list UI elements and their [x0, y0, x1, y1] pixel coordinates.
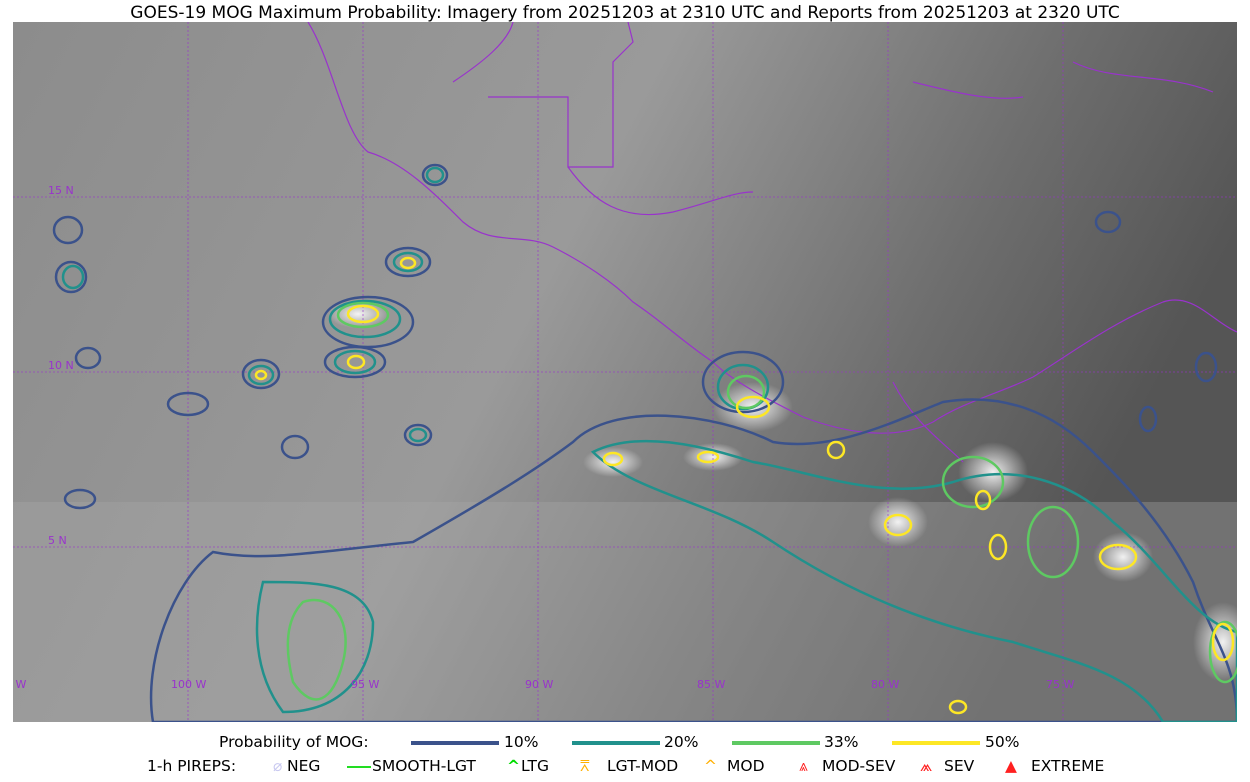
contours-20pct — [61, 166, 1237, 722]
satellite-map: 15 N 10 N 5 N 105 W 100 W 95 W 90 W 85 W… — [13, 22, 1237, 722]
chart-title: GOES-19 MOG Maximum Probability: Imagery… — [130, 3, 1120, 23]
lon-label: 105 W — [13, 678, 26, 691]
neg-circle-icon: ⌀ — [273, 757, 283, 775]
legend-line-20 — [572, 741, 660, 745]
graticule — [13, 22, 1237, 722]
contours-33pct — [286, 301, 1237, 701]
pirep-label-sev: SEV — [944, 757, 975, 775]
pirep-label-neg: NEG — [287, 757, 321, 775]
legend-line-33 — [732, 741, 820, 745]
legend-line-50 — [892, 741, 980, 745]
dash-icon — [347, 766, 371, 768]
pirep-label-lgt-mod: LGT-MOD — [607, 757, 679, 775]
latitude-labels: 15 N 10 N 5 N — [48, 184, 74, 547]
prob-legend-title: Probability of MOG: — [219, 733, 369, 751]
contours-50pct — [254, 256, 1235, 715]
lon-label: 80 W — [871, 678, 899, 691]
pirep-label-smooth-lgt: SMOOTH-LGT — [372, 757, 476, 775]
caret-icon: ^ — [704, 757, 717, 775]
legend-label-20: 20% — [664, 733, 699, 751]
legend-line-10 — [411, 741, 499, 745]
contours-10pct — [52, 163, 1237, 722]
lon-label: 95 W — [351, 678, 379, 691]
longitude-labels: 105 W 100 W 95 W 90 W 85 W 80 W 75 W — [13, 678, 1074, 691]
double-caret-bar-icon: ⩓ — [799, 757, 808, 775]
southern-haze — [13, 502, 1237, 722]
filled-triangle-icon: ▲ — [1005, 757, 1017, 775]
lon-label: 90 W — [525, 678, 553, 691]
legend-label-50: 50% — [985, 733, 1020, 751]
pirep-label-mod: MOD — [727, 757, 765, 775]
pirep-label-extreme: EXTREME — [1031, 757, 1105, 775]
lon-label: 75 W — [1046, 678, 1074, 691]
lat-label: 10 N — [48, 359, 74, 372]
pirep-legend-title: 1-h PIREPS: — [147, 757, 237, 775]
lat-label: 15 N — [48, 184, 74, 197]
double-caret-icon: ⩕ — [920, 757, 933, 775]
caret-bar-icon: ⩞ — [580, 757, 590, 775]
lat-label: 5 N — [48, 534, 67, 547]
pirep-label-ltg: LTG — [521, 757, 549, 775]
legend-label-33: 33% — [824, 733, 859, 751]
caret-icon: ^ — [507, 757, 520, 775]
legend-label-10: 10% — [504, 733, 539, 751]
pirep-label-mod-sev: MOD-SEV — [822, 757, 896, 775]
lon-label: 85 W — [697, 678, 725, 691]
lon-label: 100 W — [171, 678, 206, 691]
